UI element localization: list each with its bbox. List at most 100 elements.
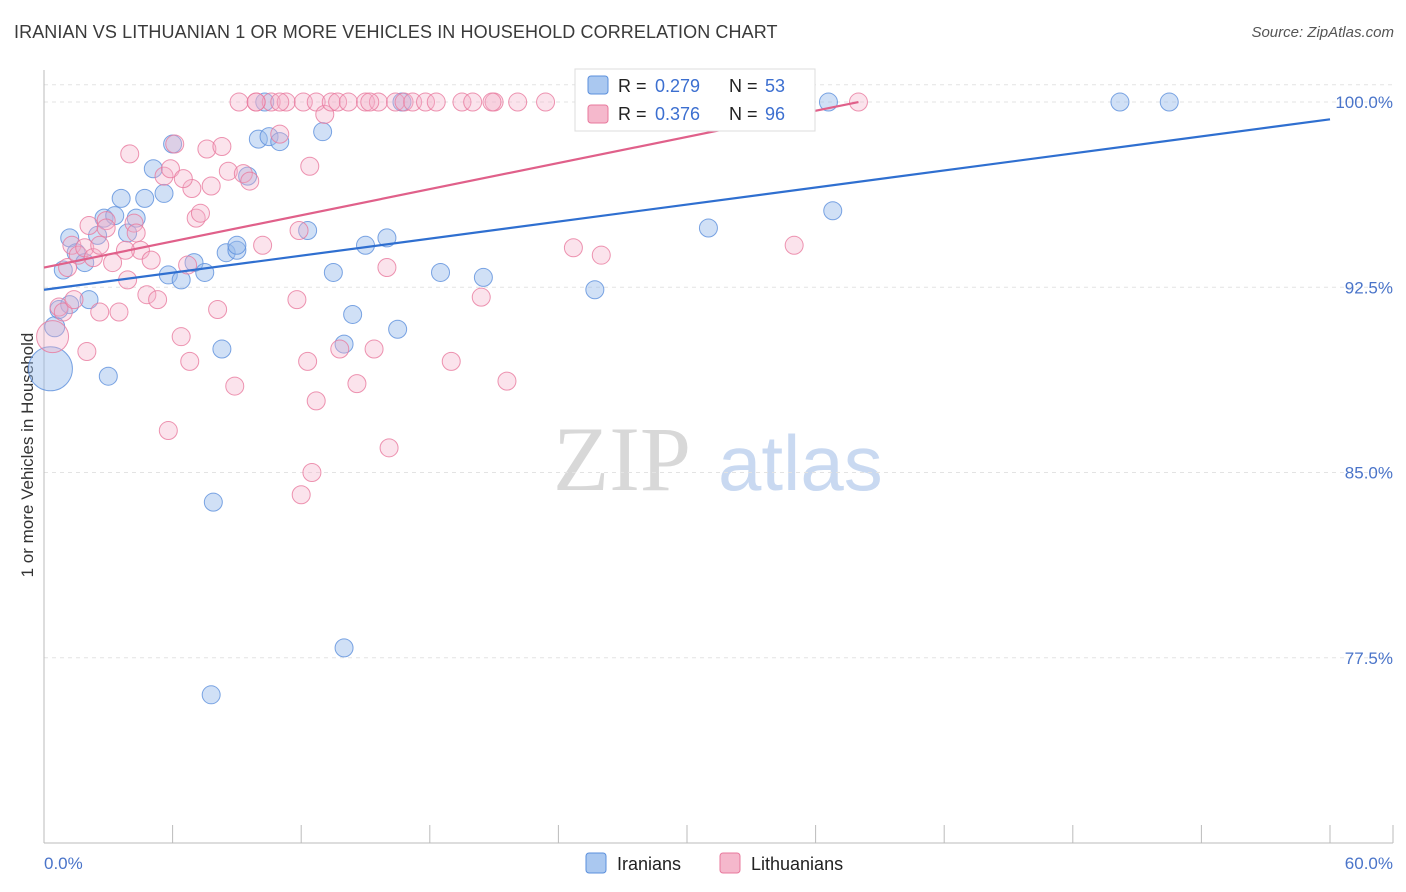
iranians-point [1110, 92, 1130, 112]
lithuanians-point [463, 92, 483, 112]
lithuanians-point [79, 216, 99, 236]
lithuanians-point [64, 290, 84, 310]
iranians-point [154, 183, 174, 203]
lithuanians-point [90, 235, 110, 255]
axes [43, 70, 1394, 844]
lithuanians-point [328, 92, 348, 112]
lithuanians-point [225, 376, 245, 396]
lithuanians-point [289, 220, 309, 240]
iranians-point [135, 188, 155, 208]
lithuanians-point [536, 92, 556, 112]
legend-blue-r-label: R = [618, 76, 647, 96]
lithuanians-point [377, 258, 397, 278]
iranians-point [343, 304, 363, 324]
iranians-point [98, 366, 118, 386]
iranians-point [377, 228, 397, 248]
source-label: Source: ZipAtlas.com [1251, 24, 1394, 41]
lithuanians-point [416, 92, 436, 112]
iranians-point [201, 685, 221, 705]
lithuanians-point [276, 92, 296, 112]
iranians-point [270, 132, 290, 152]
iranians-point [111, 188, 131, 208]
lithuanians-point [171, 327, 191, 347]
lithuanians-point [591, 245, 611, 265]
lithuanians-point [338, 92, 358, 112]
lithuanians-point [36, 320, 70, 354]
lithuanians-point [201, 176, 221, 196]
lithuanians-point [173, 169, 193, 189]
lithuanians-point [291, 485, 311, 505]
iranians-point [323, 262, 343, 282]
lithuanians-point [298, 351, 318, 371]
iranians-point [79, 290, 99, 310]
lithuanians-point [218, 161, 238, 181]
lithuanians-point [330, 339, 350, 359]
iranians-point [585, 280, 605, 300]
iranians-point [388, 319, 408, 339]
iranians-point [1159, 92, 1179, 112]
lithuanians-point [452, 92, 472, 112]
legend-blue-r-value: 0.279 [655, 76, 700, 96]
correlation-legend: R = 0.279 N = 53 R = 0.376 N = 96 [574, 68, 816, 132]
lithuanians-point [563, 238, 583, 258]
lithuanians-point [229, 92, 249, 112]
lithuanians-point [197, 139, 217, 159]
iranians-point [195, 262, 215, 282]
lithuanians-point [141, 250, 161, 270]
iranians-point [126, 208, 146, 228]
legend-pink-r-label: R = [618, 104, 647, 124]
lithuanians-point [270, 124, 290, 144]
watermark-zip: ZIP [553, 408, 691, 510]
iranians-point [212, 339, 232, 359]
lithuanians-point [77, 342, 97, 362]
lithuanians-point [471, 287, 491, 307]
lithuanians-point [270, 92, 290, 112]
iranians-point [227, 235, 247, 255]
lithuanians-point [497, 371, 517, 391]
y-tick-label: 92.5% [1345, 278, 1393, 297]
lithuanians-point [154, 166, 174, 186]
lithuanians-point [302, 463, 322, 483]
lithuanians-point [160, 159, 180, 179]
y-axis-label: 1 or more Vehicles in Household [18, 333, 37, 578]
chart-title: IRANIAN VS LITHUANIAN 1 OR MORE VEHICLES… [14, 22, 778, 42]
lithuanians-point [208, 300, 228, 320]
lithuanians-point [364, 339, 384, 359]
legend-pink-n-value: 96 [765, 104, 785, 124]
iranians-point [143, 159, 163, 179]
lithuanians-point [53, 302, 73, 322]
lithuanians-point [96, 211, 116, 231]
iranians-trend-line [43, 118, 1331, 291]
iranians-point [227, 240, 247, 260]
iranians-point [473, 267, 493, 287]
lithuanians-point [96, 218, 116, 238]
lithuanians-point [90, 302, 110, 322]
lithuanians-point [190, 203, 210, 223]
iranians-point [698, 218, 718, 238]
lithuanians-point [306, 391, 326, 411]
x-tick-max: 60.0% [1345, 854, 1393, 873]
iranians-point [431, 262, 451, 282]
lithuanians-point [287, 290, 307, 310]
lithuanians-point [360, 92, 380, 112]
lithuanians-point [240, 171, 260, 191]
lithuanians-point [347, 374, 367, 394]
lithuanians-point [441, 351, 461, 371]
iranians-points [27, 92, 1179, 705]
bottom-legend-iranians: Iranians [617, 854, 681, 874]
lithuanians-point [482, 92, 502, 112]
iranians-point [203, 492, 223, 512]
lithuanians-point [315, 104, 335, 124]
series-legend: Iranians Lithuanians [585, 852, 843, 874]
legend-blue-n-label: N = [729, 76, 758, 96]
lithuanians-point [784, 235, 804, 255]
lithuanians-point [120, 144, 140, 164]
legend-box [574, 68, 816, 132]
y-tick-labels: 77.5% 85.0% 92.5% 100.0% [1335, 93, 1393, 668]
bottom-legend-lithuanians: Lithuanians [751, 854, 843, 874]
lithuanians-point [158, 421, 178, 441]
watermark-atlas: atlas [718, 419, 883, 507]
lithuanians-points [36, 92, 868, 505]
lithuanians-point [212, 137, 232, 157]
